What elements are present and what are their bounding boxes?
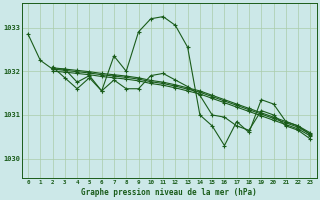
X-axis label: Graphe pression niveau de la mer (hPa): Graphe pression niveau de la mer (hPa)	[81, 188, 257, 197]
